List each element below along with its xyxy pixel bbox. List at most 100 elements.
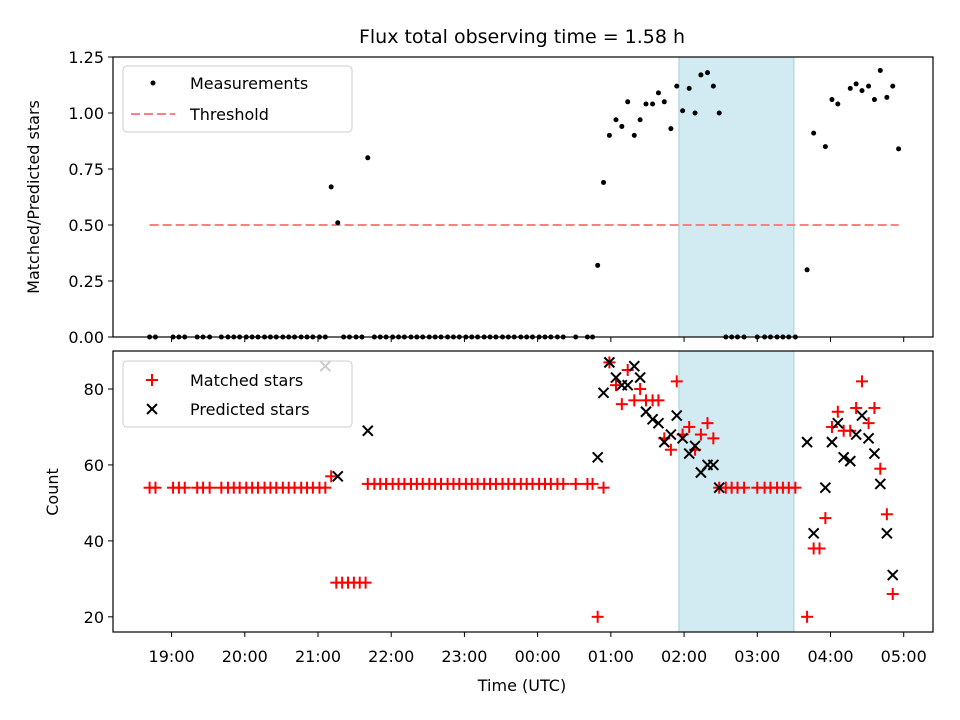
predicted-star-point bbox=[707, 459, 720, 471]
measurement-point bbox=[835, 101, 841, 107]
matched-star-point bbox=[203, 481, 216, 494]
measurement-point bbox=[698, 72, 704, 78]
measurement-point bbox=[866, 83, 872, 89]
measurement-point bbox=[811, 130, 817, 136]
predicted-star-point bbox=[603, 356, 616, 369]
predicted-star-point bbox=[689, 440, 701, 452]
top-y-tick-label: 1.00 bbox=[68, 104, 104, 123]
bottom-panel: 20 40 60 80 19:00 20:00 21:00 22:00 23:00 00:00 0… bbox=[43, 350, 934, 695]
measurement-point bbox=[859, 88, 865, 94]
measurement-point bbox=[643, 101, 649, 107]
matched-star-point bbox=[178, 481, 191, 494]
matched-star-point bbox=[738, 481, 751, 494]
measurement-point bbox=[853, 81, 859, 87]
bottom-observing-window-shade bbox=[678, 350, 795, 633]
matched-star-point bbox=[359, 576, 372, 589]
predicted-star-point bbox=[362, 425, 374, 437]
predicted-star-point bbox=[807, 527, 820, 539]
bottom-y-tick-label: 40 bbox=[84, 532, 104, 551]
matched-star-point bbox=[557, 477, 570, 490]
measurement-point bbox=[637, 117, 643, 123]
predicted-star-point bbox=[868, 447, 881, 460]
predicted-star-point bbox=[634, 371, 646, 384]
matched-stars-series bbox=[143, 356, 899, 623]
measurement-point bbox=[668, 126, 674, 132]
measurement-point bbox=[328, 184, 334, 190]
matched-star-point bbox=[586, 477, 599, 490]
measurement-point bbox=[625, 99, 631, 105]
measurement-point bbox=[871, 97, 877, 103]
top-x-axis-ticks bbox=[171, 337, 905, 342]
top-observing-window-shade bbox=[678, 56, 795, 338]
predicted-star-point bbox=[665, 428, 677, 441]
top-y-tick-label: 0.25 bbox=[68, 272, 104, 291]
matched-star-point bbox=[569, 477, 582, 490]
measurement-point bbox=[705, 70, 710, 76]
predicted-star-point bbox=[652, 417, 665, 429]
matched-star-point bbox=[701, 417, 714, 430]
bottom-axes-frame bbox=[112, 350, 934, 633]
measurement-point bbox=[335, 220, 341, 226]
predicted-star-point bbox=[874, 478, 886, 490]
matched-star-point bbox=[628, 394, 641, 407]
matched-star-point bbox=[850, 401, 863, 414]
measurement-point bbox=[847, 85, 853, 91]
predicted-star-point bbox=[881, 527, 893, 539]
predicted-star-point bbox=[610, 371, 622, 384]
matched-star-point bbox=[591, 610, 604, 623]
matched-star-point bbox=[801, 610, 814, 623]
top-y-axis-ticks: 0.00 0.25 0.50 0.75 1.00 1.25 bbox=[68, 48, 113, 347]
top-legend-box bbox=[122, 65, 353, 133]
measurement-point bbox=[890, 83, 896, 89]
measurement-point bbox=[829, 97, 835, 103]
measurement-point bbox=[680, 108, 686, 114]
predicted-star-point bbox=[597, 387, 610, 399]
matched-star-point bbox=[634, 382, 647, 395]
chart-title: Flux total observing time = 1.58 h bbox=[359, 26, 685, 48]
top-legend: Measurements Threshold bbox=[122, 65, 353, 133]
matched-star-point bbox=[862, 417, 875, 430]
measurement-point bbox=[674, 83, 680, 89]
predicted-star-point bbox=[887, 569, 899, 581]
predicted-star-point bbox=[850, 428, 862, 441]
measurement-point bbox=[877, 67, 883, 73]
predicted-stars-series bbox=[319, 356, 899, 581]
predicted-star-point bbox=[837, 451, 850, 464]
measurement-point bbox=[606, 132, 612, 138]
matched-star-point bbox=[609, 379, 622, 392]
x-tick-label: 19:00 bbox=[149, 647, 195, 666]
x-tick-label: 02:00 bbox=[661, 647, 707, 666]
matched-star-point bbox=[825, 420, 838, 433]
top-y-tick-label: 1.25 bbox=[68, 48, 104, 67]
predicted-star-point bbox=[819, 481, 832, 494]
matched-star-point bbox=[813, 542, 826, 555]
legend-predicted-label: Predicted stars bbox=[190, 400, 310, 419]
measurement-point bbox=[896, 146, 902, 152]
predicted-star-point bbox=[832, 417, 844, 429]
measurement-point bbox=[710, 83, 716, 89]
legend-threshold-label: Threshold bbox=[189, 105, 269, 124]
matched-star-point bbox=[670, 375, 683, 388]
matched-star-point bbox=[597, 481, 610, 494]
bottom-y-tick-label: 80 bbox=[84, 380, 104, 399]
predicted-star-point bbox=[332, 470, 344, 483]
bottom-legend: Matched stars Predicted stars bbox=[122, 360, 353, 428]
predicted-star-point bbox=[801, 436, 813, 448]
measurement-point bbox=[822, 144, 828, 150]
predicted-star-point bbox=[621, 379, 634, 391]
matched-star-point bbox=[694, 428, 707, 441]
top-panel: 0.00 0.25 0.50 0.75 1.00 1.25 Matched/Predict… bbox=[24, 48, 934, 347]
measurement-point bbox=[804, 267, 810, 273]
predicted-star-point bbox=[856, 409, 868, 422]
measurement-point bbox=[595, 262, 601, 268]
matched-star-point bbox=[683, 420, 696, 433]
matched-star-point bbox=[149, 481, 162, 494]
bottom-y-tick-label: 20 bbox=[84, 608, 104, 627]
matched-star-point bbox=[886, 588, 899, 601]
top-y-tick-label: 0.00 bbox=[68, 328, 104, 347]
legend-measurements-marker bbox=[150, 80, 156, 86]
top-axes-frame bbox=[112, 56, 934, 338]
predicted-star-point bbox=[628, 360, 640, 372]
top-y-tick-label: 0.75 bbox=[68, 160, 104, 179]
